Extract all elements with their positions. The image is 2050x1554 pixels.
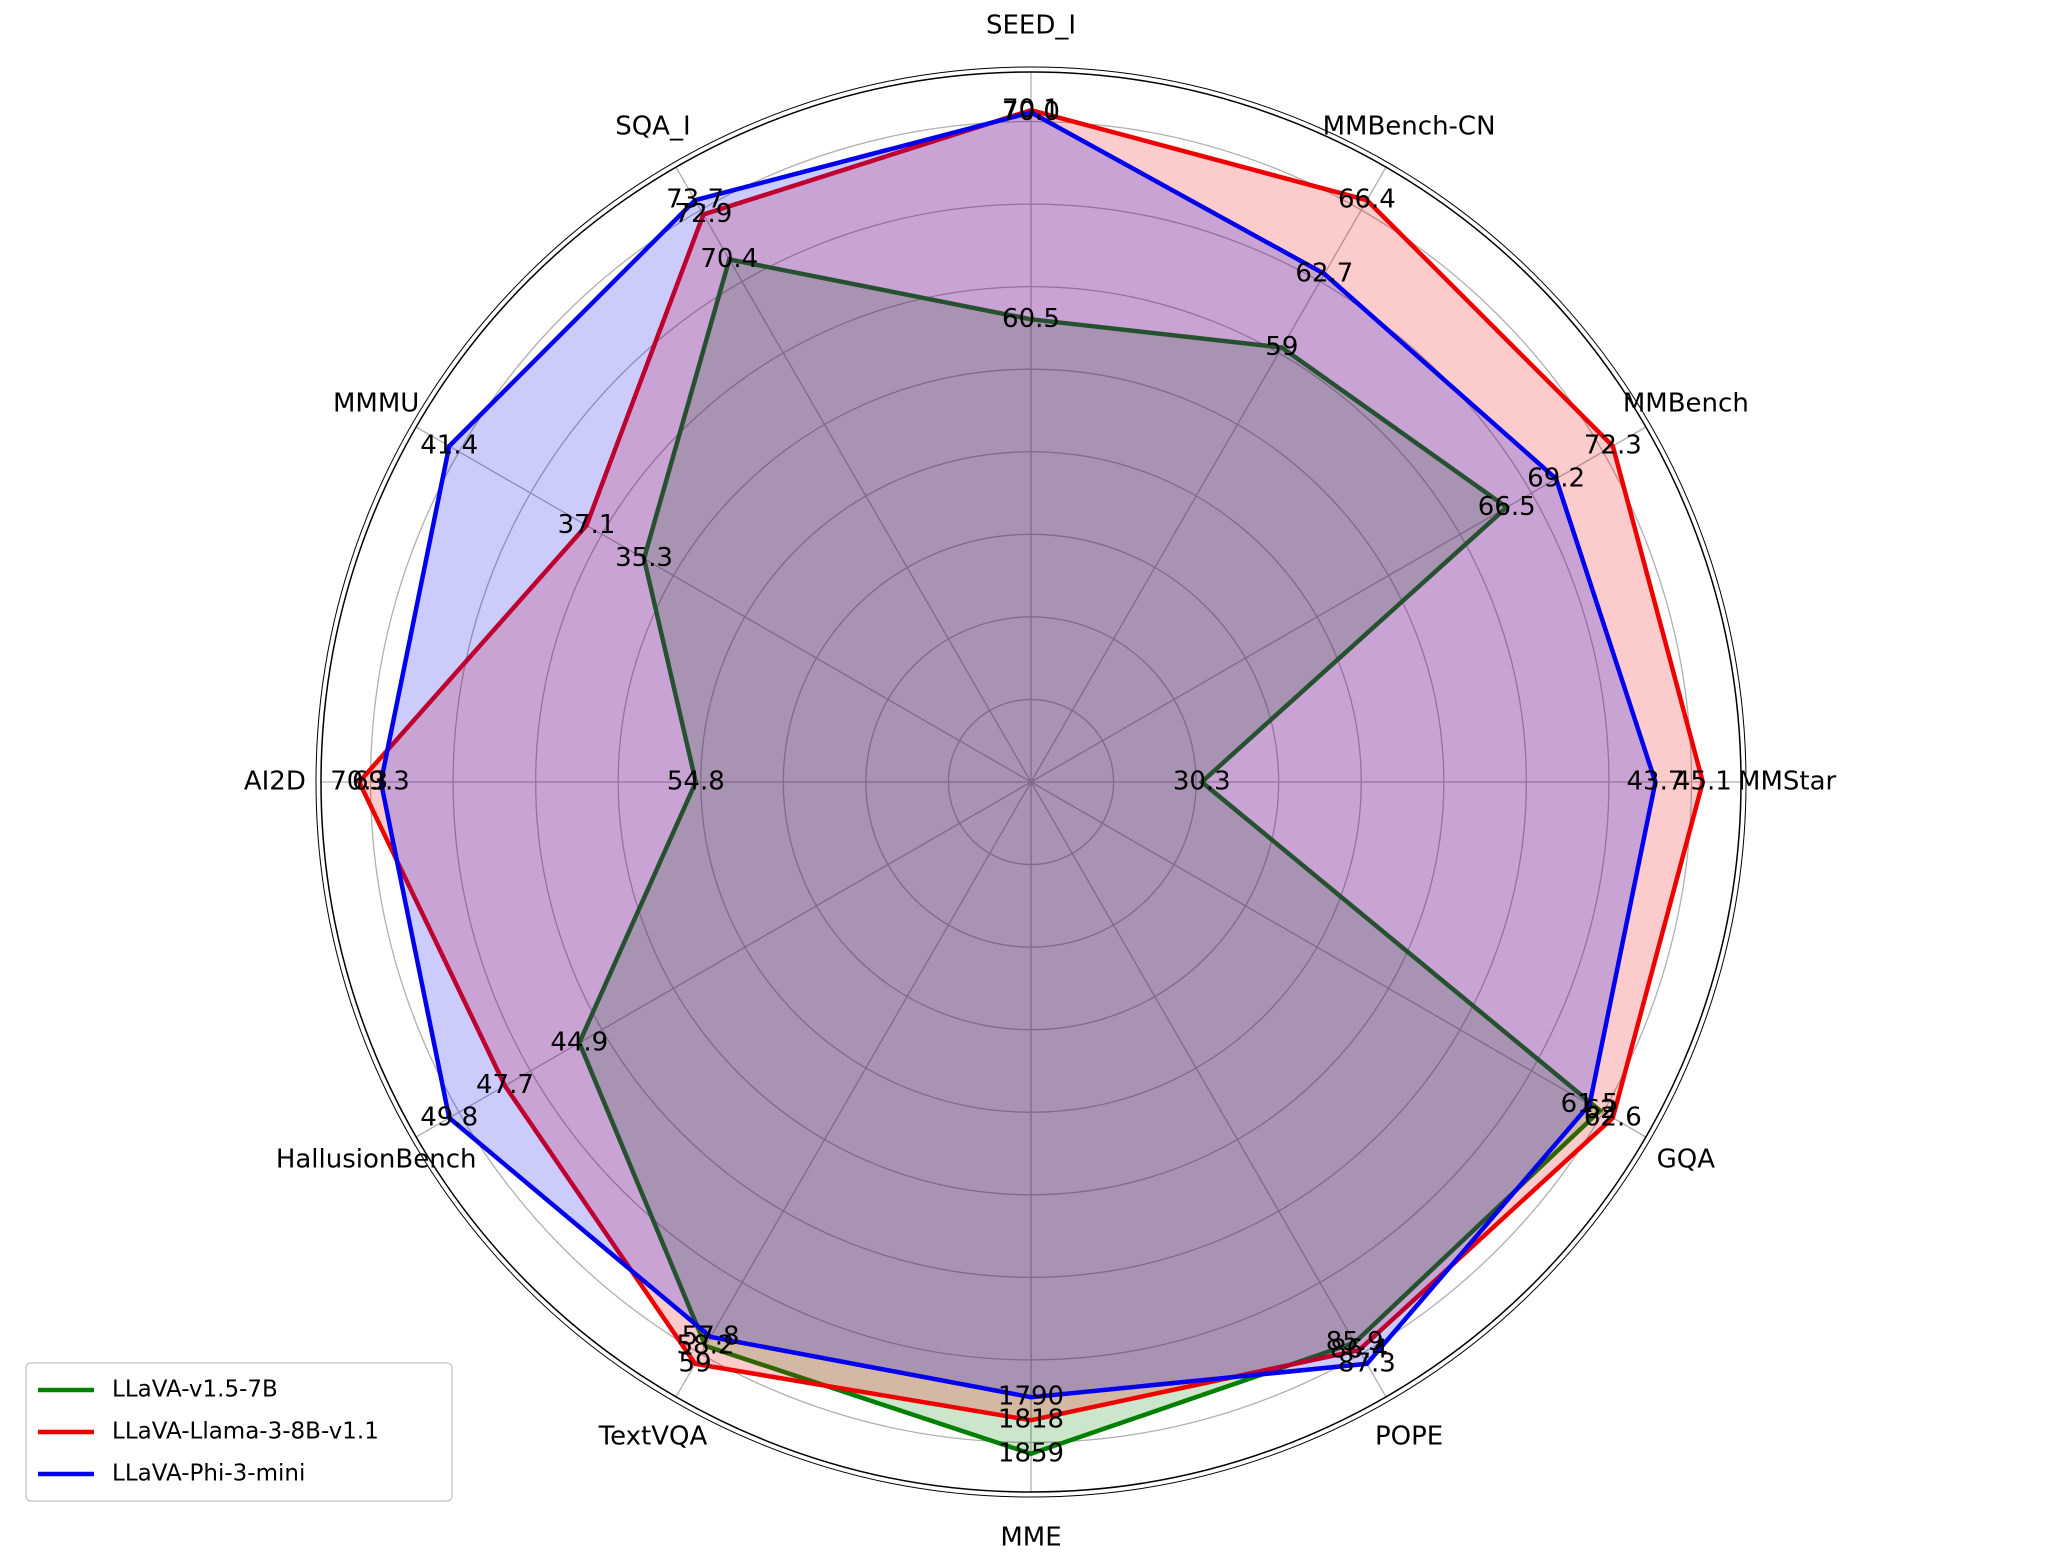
value-label: 59: [1265, 332, 1298, 362]
value-label: 69.2: [1527, 463, 1585, 493]
value-label: 1790: [998, 1382, 1064, 1412]
value-label: 62: [1584, 1095, 1617, 1125]
spoke: [1030, 781, 1647, 1138]
value-label: 86.4: [1330, 1335, 1388, 1365]
value-label: 44.9: [550, 1027, 608, 1057]
axis-label: AI2D: [244, 767, 306, 797]
value-label: 85.9: [1326, 1327, 1384, 1357]
value-label: 47.7: [476, 1070, 534, 1100]
axis-label: MMMU: [333, 388, 419, 418]
value-label: 73.7: [666, 185, 724, 215]
axis-label: MME: [1000, 1523, 1061, 1553]
outer-circle: [320, 71, 1742, 1493]
value-label: 61.5: [1561, 1089, 1619, 1119]
legend-label: LLaVA-Llama-3-8B-v1.1: [112, 1419, 379, 1445]
series-line: [356, 107, 1706, 1423]
spoke: [415, 426, 1032, 783]
spoke: [1030, 781, 1387, 1398]
value-label: 49.8: [420, 1102, 478, 1132]
value-label: 1818: [998, 1405, 1064, 1435]
value-label: 62.6: [1584, 1102, 1642, 1132]
spoke: [1030, 166, 1387, 783]
value-label: 35.3: [615, 543, 673, 573]
spoke: [1030, 426, 1647, 783]
value-label: 43.7: [1626, 767, 1684, 797]
axis-label: TextVQA: [598, 1421, 708, 1451]
series-line: [378, 109, 1658, 1400]
value-label: 57.8: [682, 1321, 740, 1351]
axis-label: HallusionBench: [276, 1145, 477, 1175]
spoke: [675, 166, 1032, 783]
value-label: 72.9: [674, 199, 732, 229]
legend-box: [25, 1362, 453, 1502]
value-label: 70.0: [1002, 97, 1060, 127]
series-line: [576, 256, 1604, 1457]
value-label: 37.1: [558, 510, 616, 540]
value-label: 41.4: [420, 431, 478, 461]
axis-label: POPE: [1375, 1421, 1443, 1451]
spoke: [415, 781, 1032, 1138]
value-label: 66.5: [1478, 492, 1536, 522]
value-label: 59: [679, 1348, 712, 1378]
value-label: 72.3: [1584, 431, 1642, 461]
value-label: 66.4: [1338, 185, 1396, 215]
series-area: [380, 112, 1656, 1398]
value-label: 60.5: [1002, 304, 1060, 334]
axis-label: SEED_I: [986, 10, 1076, 40]
value-label: 58.2: [676, 1330, 734, 1360]
axis-label: SQA_I: [615, 112, 690, 142]
axis-label: MMBench: [1623, 388, 1749, 418]
value-label: 70.4: [700, 244, 758, 274]
legend-label: LLaVA-Phi-3-mini: [112, 1461, 305, 1487]
value-label: 70.1: [1002, 95, 1060, 125]
axis-label: GQA: [1657, 1145, 1716, 1175]
value-label: 69.3: [352, 767, 410, 797]
value-label: 1859: [998, 1438, 1064, 1468]
value-label: 54.8: [667, 767, 725, 797]
plot-area: [356, 107, 1706, 1457]
value-label: 87.3: [1338, 1348, 1396, 1378]
legend: LLaVA-v1.5-7B LLaVA-Llama-3-8B-v1.1 LLaVA-…: [25, 1362, 453, 1502]
grid: [315, 66, 1747, 1498]
value-label: 30.3: [1173, 767, 1231, 797]
series-area: [579, 259, 1601, 1454]
axis-label: MMBench-CN: [1323, 112, 1496, 142]
legend-label: LLaVA-v1.5-7B: [112, 1377, 278, 1403]
series-area: [359, 110, 1703, 1421]
value-label: 62.7: [1295, 258, 1353, 288]
labels: SEED_I MMBench-CN MMBench MMStar GQA POPE MME T…: [244, 10, 1837, 1552]
axis-label: MMStar: [1738, 767, 1836, 797]
value-label: 45.1: [1674, 767, 1732, 797]
value-label: 70.3: [330, 767, 388, 797]
outer-circle: [315, 66, 1747, 1498]
spoke: [675, 781, 1032, 1398]
